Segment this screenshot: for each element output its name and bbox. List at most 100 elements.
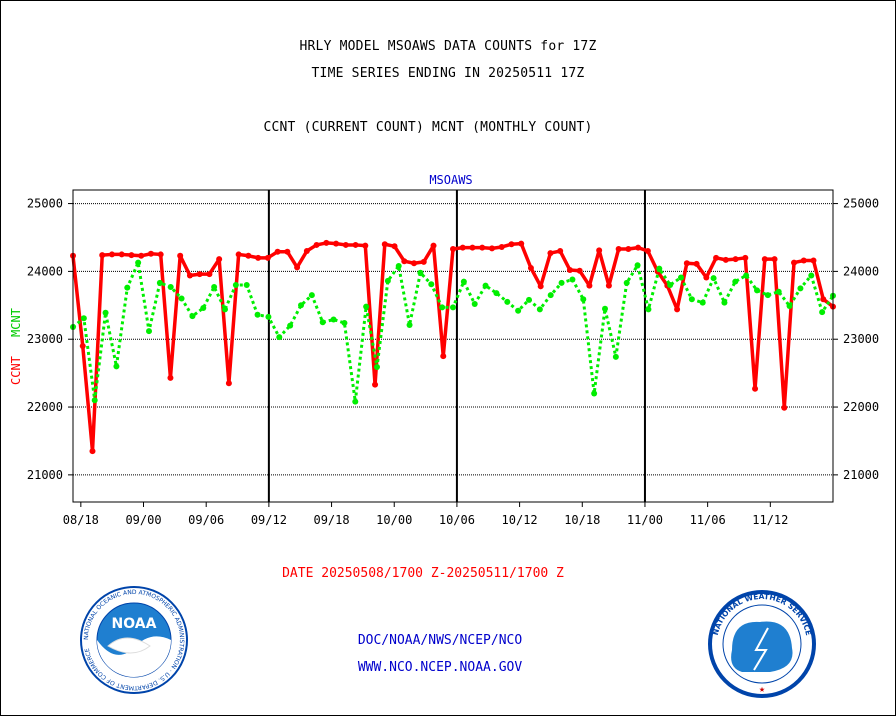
data-point-ccnt bbox=[547, 250, 554, 257]
data-point-mcnt bbox=[91, 397, 98, 404]
data-point-mcnt bbox=[450, 304, 456, 311]
data-point-ccnt bbox=[177, 252, 184, 259]
x-tick-label: 10/00 bbox=[376, 513, 412, 527]
data-point-ccnt bbox=[566, 267, 573, 274]
data-point-mcnt bbox=[526, 296, 532, 303]
data-point-mcnt bbox=[808, 272, 815, 279]
data-point-mcnt bbox=[743, 272, 750, 279]
series-layer bbox=[70, 239, 836, 455]
data-point-ccnt bbox=[157, 251, 164, 258]
data-point-mcnt bbox=[363, 303, 370, 310]
data-point-mcnt bbox=[775, 288, 782, 295]
data-point-ccnt bbox=[216, 256, 223, 263]
data-point-mcnt bbox=[764, 292, 771, 299]
data-point-mcnt bbox=[341, 319, 348, 326]
data-point-ccnt bbox=[381, 241, 388, 248]
data-point-ccnt bbox=[674, 306, 681, 313]
data-point-mcnt bbox=[308, 292, 315, 299]
data-point-ccnt bbox=[79, 343, 86, 349]
data-point-ccnt bbox=[274, 248, 281, 255]
data-point-mcnt bbox=[406, 321, 413, 328]
x-tick-label: 11/06 bbox=[690, 513, 726, 527]
chart-title-line-3: CCNT (CURRENT COUNT) MCNT (MONTHLY COUNT… bbox=[263, 120, 593, 135]
data-point-mcnt bbox=[135, 259, 142, 266]
data-point-mcnt bbox=[754, 287, 760, 294]
data-point-mcnt bbox=[667, 281, 674, 288]
data-point-mcnt bbox=[612, 353, 619, 360]
data-point-ccnt bbox=[167, 374, 174, 381]
data-point-ccnt bbox=[333, 240, 340, 247]
data-point-mcnt bbox=[113, 363, 120, 370]
x-tick-label: 09/00 bbox=[125, 513, 161, 527]
data-point-ccnt bbox=[791, 259, 798, 266]
data-point-ccnt bbox=[89, 448, 96, 455]
data-point-mcnt bbox=[287, 322, 294, 329]
data-point-mcnt bbox=[656, 265, 663, 272]
data-point-ccnt bbox=[596, 247, 603, 254]
data-point-ccnt bbox=[323, 239, 330, 246]
data-point-ccnt bbox=[479, 244, 486, 251]
data-point-ccnt bbox=[576, 267, 583, 274]
data-point-mcnt bbox=[352, 398, 359, 405]
data-point-ccnt bbox=[284, 248, 291, 255]
x-tick-label: 08/18 bbox=[63, 513, 99, 527]
data-point-mcnt bbox=[536, 306, 543, 313]
data-point-ccnt bbox=[644, 248, 651, 255]
data-point-mcnt bbox=[222, 306, 228, 313]
data-point-mcnt bbox=[819, 309, 826, 316]
data-point-mcnt bbox=[417, 269, 424, 276]
data-point-ccnt bbox=[450, 246, 456, 253]
data-point-ccnt bbox=[430, 242, 437, 249]
data-point-ccnt bbox=[820, 296, 827, 303]
data-point-ccnt bbox=[362, 242, 369, 249]
noaa-logo: NOAA NATIONAL OCEANIC AND ATMOSPHERIC AD… bbox=[80, 586, 188, 694]
x-tick-label: 10/06 bbox=[439, 513, 475, 527]
data-point-mcnt bbox=[243, 281, 250, 288]
x-tick-label: 09/18 bbox=[313, 513, 349, 527]
data-point-ccnt bbox=[800, 257, 807, 264]
data-point-mcnt bbox=[493, 290, 500, 297]
data-point-mcnt bbox=[623, 279, 630, 286]
website-link[interactable]: WWW.NCO.NCEP.NOAA.GOV bbox=[357, 660, 523, 675]
data-point-ccnt bbox=[420, 258, 427, 265]
data-point-mcnt bbox=[558, 279, 565, 286]
data-point-mcnt bbox=[721, 299, 728, 306]
y-tick-label-left: 25000 bbox=[27, 197, 63, 211]
doc-link[interactable]: DOC/NOAA/NWS/NCEP/NCO bbox=[357, 633, 523, 648]
data-point-mcnt bbox=[384, 277, 391, 284]
data-point-mcnt bbox=[645, 306, 652, 313]
data-point-ccnt bbox=[615, 246, 622, 253]
data-point-ccnt bbox=[537, 283, 544, 290]
x-tick-label: 10/12 bbox=[502, 513, 538, 527]
data-point-mcnt bbox=[460, 278, 467, 285]
data-point-mcnt bbox=[732, 278, 739, 285]
data-point-ccnt bbox=[625, 246, 632, 253]
data-point-mcnt bbox=[569, 276, 576, 283]
data-point-ccnt bbox=[518, 240, 525, 247]
data-point-mcnt bbox=[146, 328, 152, 335]
data-point-ccnt bbox=[147, 250, 154, 257]
plot-border bbox=[72, 189, 834, 503]
data-point-ccnt bbox=[118, 251, 125, 258]
data-point-ccnt bbox=[401, 258, 408, 265]
y-tick-label-right: 23000 bbox=[843, 332, 879, 346]
data-point-ccnt bbox=[557, 248, 564, 255]
data-point-ccnt bbox=[771, 256, 778, 263]
y-axis-label-ccnt: CCNT bbox=[9, 356, 23, 385]
plot-title: MSOAWS bbox=[429, 173, 472, 187]
y-tick-label-right: 21000 bbox=[843, 468, 879, 482]
label-layer: 21000 21000 22000 22000 23000 23000 24000 24000… bbox=[27, 197, 879, 527]
data-point-mcnt bbox=[688, 296, 695, 303]
data-point-ccnt bbox=[722, 256, 729, 263]
y-tick-label-right: 24000 bbox=[843, 264, 879, 278]
data-point-mcnt bbox=[80, 315, 87, 322]
data-point-ccnt bbox=[440, 353, 447, 360]
data-point-ccnt bbox=[693, 260, 700, 267]
x-tick-label: 09/12 bbox=[251, 513, 287, 527]
data-point-mcnt bbox=[102, 309, 109, 316]
data-point-ccnt bbox=[99, 252, 106, 259]
data-point-ccnt bbox=[781, 404, 788, 411]
data-point-mcnt bbox=[428, 281, 435, 288]
data-point-mcnt bbox=[276, 334, 283, 341]
